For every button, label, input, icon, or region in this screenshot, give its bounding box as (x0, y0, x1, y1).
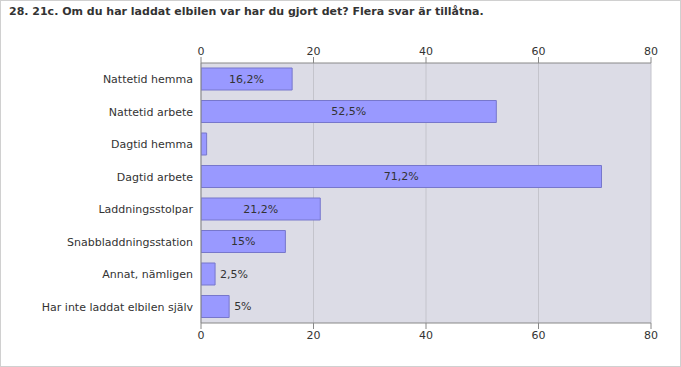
svg-text:Annat, nämligen: Annat, nämligen (102, 268, 193, 281)
svg-text:20: 20 (307, 45, 321, 58)
svg-text:71,2%: 71,2% (384, 170, 419, 183)
svg-text:40: 40 (419, 45, 433, 58)
svg-text:60: 60 (532, 45, 546, 58)
svg-text:80: 80 (644, 329, 658, 342)
svg-text:Nattetid hemma: Nattetid hemma (103, 73, 193, 86)
svg-text:52,5%: 52,5% (331, 105, 366, 118)
svg-text:Dagtid hemma: Dagtid hemma (111, 138, 193, 151)
svg-text:0: 0 (198, 45, 205, 58)
svg-text:Nattetid arbete: Nattetid arbete (109, 106, 194, 119)
svg-text:5%: 5% (234, 300, 251, 313)
svg-text:Snabbladdningsstation: Snabbladdningsstation (67, 236, 193, 249)
svg-text:16,2%: 16,2% (229, 73, 264, 86)
svg-text:40: 40 (419, 329, 433, 342)
svg-text:20: 20 (307, 329, 321, 342)
svg-text:0: 0 (198, 329, 205, 342)
html-text:28. 21c. Om du har laddat elbi: 28. 21c. Om du har laddat elbilen var ha… (9, 5, 484, 18)
svg-text:60: 60 (532, 329, 546, 342)
svg-text:2,5%: 2,5% (220, 268, 248, 281)
svg-text:Laddningsstolpar: Laddningsstolpar (98, 203, 193, 216)
svg-text:80: 80 (644, 45, 658, 58)
svg-text:Har inte laddat elbilen själv: Har inte laddat elbilen själv (42, 301, 194, 314)
svg-text:15%: 15% (231, 235, 255, 248)
svg-text:Dagtid arbete: Dagtid arbete (117, 171, 193, 184)
svg-text:21,2%: 21,2% (243, 203, 278, 216)
